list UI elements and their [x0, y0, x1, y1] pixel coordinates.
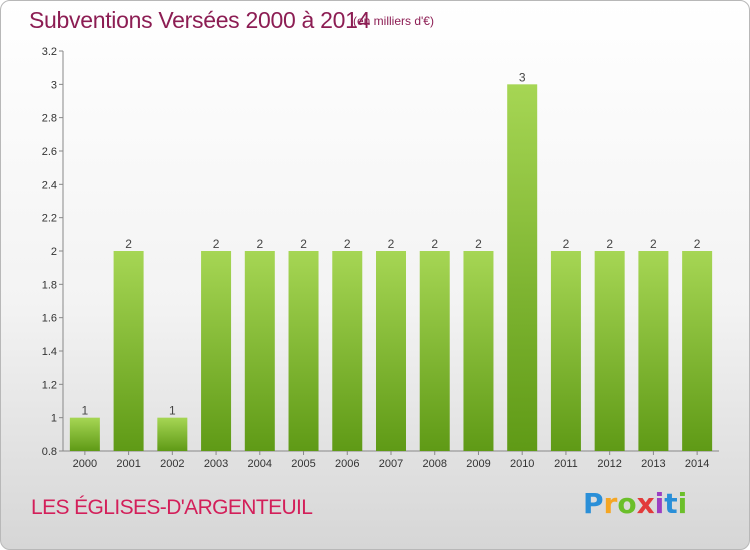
bar [463, 251, 494, 451]
chart-title: Subventions Versées 2000 à 2014 [29, 7, 371, 33]
data-label: 2 [694, 237, 701, 251]
bar [376, 251, 406, 451]
proxiti-logo[interactable]: Proxiti [583, 487, 688, 520]
x-tick-label: 2012 [597, 458, 621, 470]
data-label: 2 [213, 237, 220, 251]
data-label: 2 [606, 237, 613, 251]
data-label: 2 [563, 237, 570, 251]
y-tick-label: 3 [51, 79, 57, 91]
y-tick-label: 2.2 [42, 213, 57, 225]
y-tick-label: 2.4 [42, 179, 57, 191]
data-label: 2 [344, 237, 351, 251]
data-label: 2 [125, 237, 132, 251]
x-tick-label: 2002 [160, 458, 184, 470]
data-label: 2 [650, 237, 657, 251]
x-tick-label: 2007 [379, 458, 403, 470]
data-label: 1 [82, 404, 89, 418]
data-label: 2 [388, 237, 395, 251]
bar [69, 417, 100, 451]
data-label: 1 [169, 404, 176, 418]
axes: 0.8 1 1.2 1.4 1.6 1.8 2 2.2 2.4 2.6 2.8 3 3.2 2000 200… [42, 46, 719, 470]
x-tick-label: 2011 [554, 458, 578, 470]
y-tick-label: 1.2 [42, 379, 57, 391]
y-tick-label: 1 [51, 413, 57, 425]
bar [638, 251, 669, 451]
y-tick-label: 2.8 [42, 113, 57, 125]
bar [201, 251, 232, 451]
y-tick-label: 1.6 [42, 313, 57, 325]
x-tick-label: 2001 [116, 458, 140, 470]
y-tick-label: 1.4 [42, 346, 57, 358]
data-label: 2 [300, 237, 307, 251]
y-tick-label: 3.2 [42, 46, 57, 58]
bar [157, 417, 188, 451]
y-tick-label: 2 [51, 246, 57, 258]
bar [419, 251, 450, 451]
x-tick-label: 2009 [466, 458, 490, 470]
commune-name: LES ÉGLISES-D'ARGENTEUIL [31, 496, 313, 519]
chart-subtitle: (en milliers d'€) [353, 14, 434, 28]
bar [594, 251, 625, 451]
bar [113, 251, 144, 451]
x-tick-label: 2010 [510, 458, 534, 470]
data-label: 2 [475, 237, 482, 251]
x-tick-label: 2000 [73, 458, 97, 470]
data-labels: 1 2 1 2 2 2 2 2 2 2 3 2 2 2 2 [82, 70, 701, 417]
bars [69, 84, 713, 451]
data-label: 3 [519, 70, 526, 84]
y-tick-label: 2.6 [42, 146, 57, 158]
x-tick-label: 2013 [641, 458, 665, 470]
bar [682, 251, 713, 451]
x-tick-label: 2004 [248, 458, 272, 470]
bar [288, 251, 319, 451]
x-tick-label: 2003 [204, 458, 228, 470]
y-tick-label: 0.8 [42, 446, 57, 458]
x-tick-label: 2014 [685, 458, 709, 470]
data-label: 2 [256, 237, 263, 251]
x-tick-label: 2005 [291, 458, 315, 470]
bar [550, 251, 581, 451]
x-tick-label: 2008 [422, 458, 446, 470]
bar [507, 84, 538, 451]
data-label: 2 [431, 237, 438, 251]
bar [332, 251, 363, 451]
x-tick-label: 2006 [335, 458, 359, 470]
y-tick-label: 1.8 [42, 279, 57, 291]
bar [244, 251, 275, 451]
